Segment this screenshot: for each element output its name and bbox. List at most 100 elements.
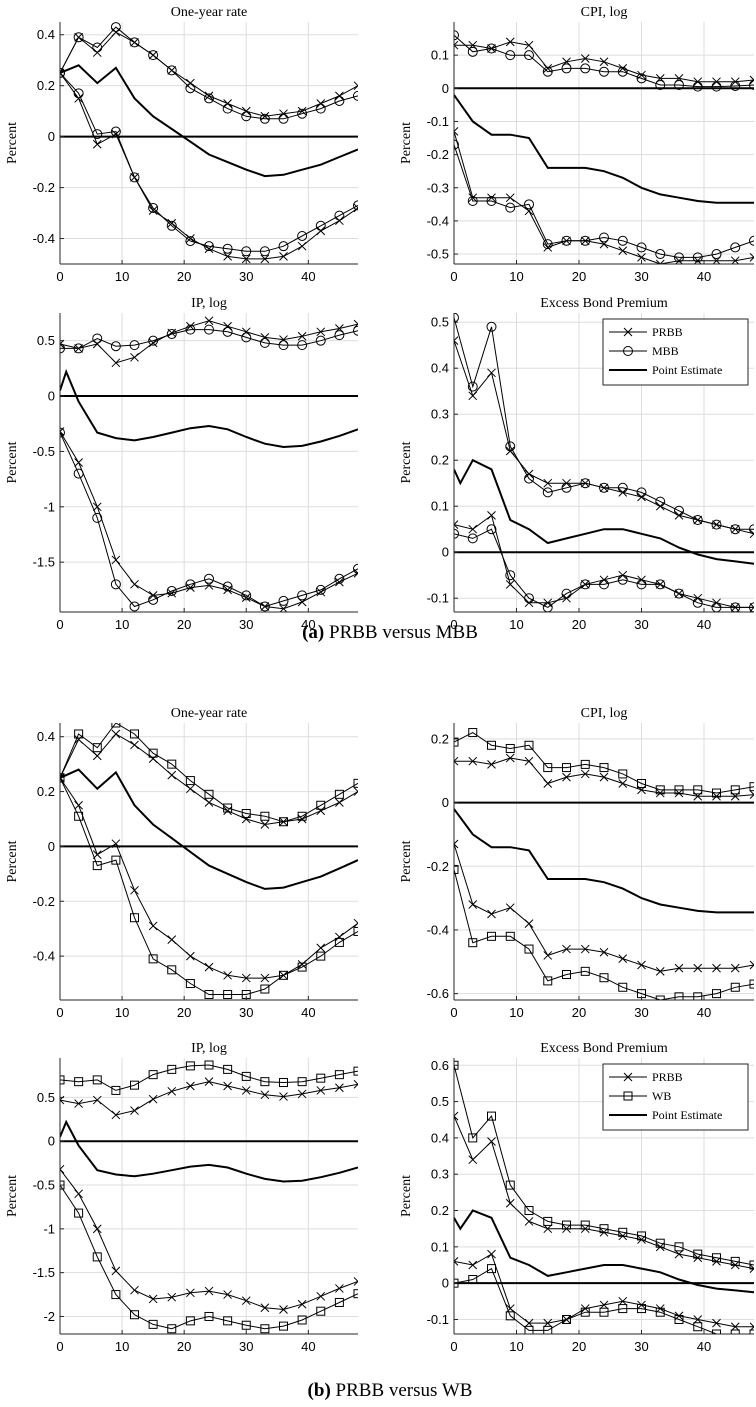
series-line-wb-lower — [454, 869, 754, 1000]
series-line-mbb-upper — [60, 26, 358, 120]
data-point-prbb-upper — [599, 57, 609, 67]
y-tick-label: 0 — [442, 81, 449, 96]
data-point-wb-lower — [543, 976, 553, 986]
data-point-prbb-upper — [92, 48, 102, 57]
data-point-mbb-lower — [110, 126, 121, 137]
data-point-mbb-lower — [655, 579, 666, 590]
data-point-wb-lower — [92, 861, 102, 871]
data-point-prbb-upper — [562, 772, 571, 782]
data-point-wb-upper — [487, 740, 496, 750]
y-tick-label: 0.5 — [37, 1090, 55, 1105]
data-point-wb-upper — [148, 748, 158, 758]
data-point-prbb-upper — [111, 729, 121, 739]
data-point-prbb-upper — [353, 787, 358, 796]
panel-2: 0 10 20 30 40 -0.5 -0.4 -0.3 -0.2 -0.1 0 0.1 CPI, lo… — [399, 5, 754, 284]
data-point-mbb-lower — [353, 563, 358, 574]
data-point-prbb-upper — [279, 1092, 288, 1101]
data-point-mbb-lower — [353, 200, 358, 211]
data-point-mbb-lower — [617, 235, 628, 246]
data-point-prbb-upper — [241, 327, 251, 337]
data-point-wb-lower — [185, 979, 195, 989]
data-point-wb-lower — [454, 864, 459, 874]
data-point-mbb-upper — [222, 326, 233, 337]
data-point-wb-lower — [185, 1316, 195, 1326]
data-point-prbb-upper — [618, 779, 628, 788]
data-point-wb-upper — [353, 778, 358, 788]
data-point-mbb-lower — [148, 202, 159, 213]
data-point-prbb-lower — [543, 1318, 553, 1328]
data-point-mbb-upper — [204, 93, 214, 104]
x-tick-label: 0 — [56, 1005, 63, 1020]
data-point-wb-upper — [693, 785, 703, 795]
panel-7: 0 10 20 30 40 -2 -1.5 -1 -0.5 0 0.5 IP, log Percent — [5, 1041, 358, 1354]
data-point-wb-lower — [74, 1208, 84, 1218]
y-tick-label: 0.2 — [431, 731, 449, 746]
y-tick-label: 0.2 — [37, 784, 55, 799]
data-point-wb-lower — [655, 995, 665, 1000]
data-point-mbb-lower — [241, 246, 252, 257]
data-point-mbb-lower — [297, 230, 308, 241]
data-point-prbb-lower — [599, 1300, 609, 1310]
data-point-mbb-upper — [580, 63, 591, 74]
series-line-mbb-lower — [454, 144, 754, 258]
data-point-wb-lower — [524, 1325, 534, 1334]
data-point-prbb-lower — [130, 885, 139, 895]
data-point-prbb-upper — [505, 1198, 515, 1208]
data-point-wb-lower — [618, 1304, 628, 1314]
data-point-prbb-upper — [297, 331, 307, 341]
data-point-mbb-lower — [148, 594, 159, 605]
data-point-wb-upper — [618, 769, 628, 779]
x-tick-label: 30 — [634, 1005, 648, 1020]
data-point-wb-upper — [260, 811, 270, 821]
data-point-prbb-lower — [524, 919, 534, 928]
data-point-mbb-lower — [711, 249, 722, 260]
data-point-prbb-lower — [186, 1288, 195, 1298]
data-point-wb-upper — [730, 785, 740, 795]
legend-marker — [623, 327, 633, 337]
y-tick-label: -0.4 — [427, 922, 449, 937]
data-point-prbb-upper — [260, 820, 270, 829]
data-point-prbb-lower — [730, 963, 740, 973]
legend-marker — [623, 346, 633, 356]
data-point-prbb-lower — [167, 935, 177, 945]
data-point-wb-lower — [712, 1329, 721, 1334]
data-point-mbb-upper — [542, 66, 553, 77]
data-point-prbb-upper — [335, 798, 344, 807]
panel-1: 0 10 20 30 40 -0.4 -0.2 0 0.2 0.4 One-year rate Per… — [5, 5, 358, 284]
data-point-prbb-lower — [92, 1224, 102, 1234]
data-point-prbb-upper — [599, 772, 609, 782]
y-axis-label: Percent — [5, 441, 20, 483]
legend: PRBB MBB Point Estimate — [602, 318, 749, 386]
data-point-prbb-lower — [353, 203, 358, 213]
x-tick-label: 30 — [239, 617, 253, 632]
data-point-wb-upper — [185, 776, 195, 786]
data-point-wb-lower — [279, 1321, 288, 1331]
data-point-prbb-lower — [335, 577, 344, 587]
data-point-wb-upper — [524, 740, 534, 750]
data-point-mbb-upper — [92, 42, 103, 53]
data-point-wb-lower — [562, 970, 571, 980]
data-point-wb-upper — [637, 1231, 646, 1241]
data-point-prbb-upper — [130, 352, 139, 362]
data-point-wb-upper — [241, 1071, 251, 1081]
data-point-prbb-lower — [487, 909, 496, 919]
data-point-wb-lower — [562, 1314, 571, 1324]
data-point-wb-lower — [204, 1311, 214, 1321]
data-point-prbb-lower — [241, 593, 251, 602]
x-tick-label: 20 — [177, 269, 191, 284]
data-point-wb-lower — [637, 1304, 646, 1314]
y-tick-label: 0.6 — [431, 1058, 449, 1073]
data-point-mbb-lower — [674, 588, 684, 599]
data-point-wb-upper — [674, 785, 684, 795]
data-point-wb-lower — [130, 1310, 139, 1320]
x-tick-label: 0 — [56, 617, 63, 632]
data-point-prbb-upper — [111, 358, 121, 368]
data-point-prbb-lower — [749, 1322, 754, 1332]
x-tick-label: 0 — [450, 1339, 457, 1354]
data-point-prbb-upper — [279, 109, 288, 119]
panel-title: IP, log — [191, 296, 227, 311]
y-tick-label: 0.3 — [431, 1167, 449, 1182]
data-point-wb-upper — [468, 1133, 478, 1143]
data-point-mbb-upper — [599, 66, 609, 77]
data-point-mbb-lower — [297, 590, 308, 601]
